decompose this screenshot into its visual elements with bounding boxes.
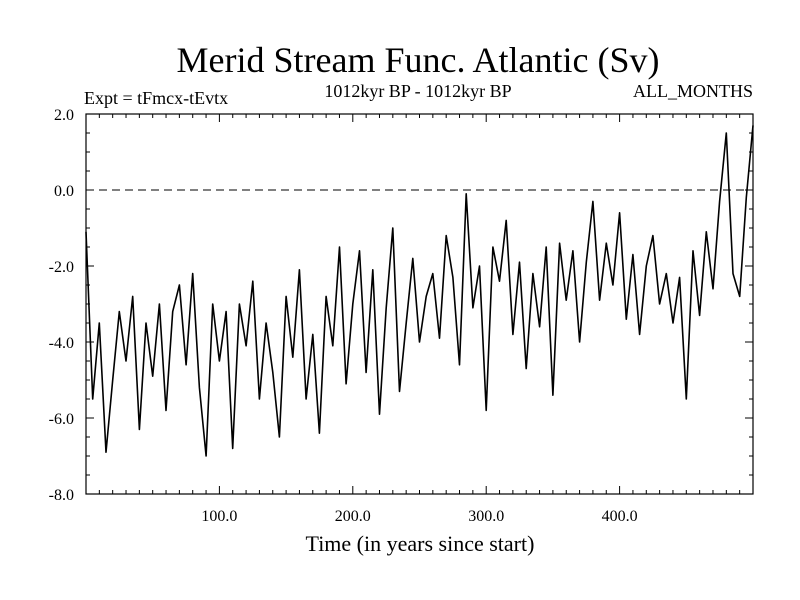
y-tick-label: 0.0 xyxy=(54,183,74,200)
chart-title: Merid Stream Func. Atlantic (Sv) xyxy=(177,40,660,80)
y-tick-label: 2.0 xyxy=(54,107,74,124)
y-axis: 2.0 0.0 -2.0 -4.0 -6.0 -8.0 xyxy=(49,107,753,504)
y-tick-label: -2.0 xyxy=(49,259,74,276)
y-tick-label: -8.0 xyxy=(49,487,74,504)
x-axis: 100.0 200.0 300.0 400.0 xyxy=(98,114,741,525)
y-tick-label: -6.0 xyxy=(49,411,74,428)
series-line xyxy=(85,125,754,457)
chart-subtitle: 1012kyr BP - 1012kyr BP xyxy=(324,81,511,101)
x-tick-label: 200.0 xyxy=(335,508,371,525)
x-axis-label: Time (in years since start) xyxy=(306,531,535,556)
y-tick-label: -4.0 xyxy=(49,335,74,352)
annotation-left: Expt = tFmcx-tEvtx xyxy=(84,88,228,108)
x-tick-label: 300.0 xyxy=(468,508,504,525)
annotation-right: ALL_MONTHS xyxy=(633,81,753,101)
plot-frame xyxy=(85,113,754,495)
x-tick-label: 100.0 xyxy=(201,508,237,525)
x-tick-label: 400.0 xyxy=(602,508,638,525)
